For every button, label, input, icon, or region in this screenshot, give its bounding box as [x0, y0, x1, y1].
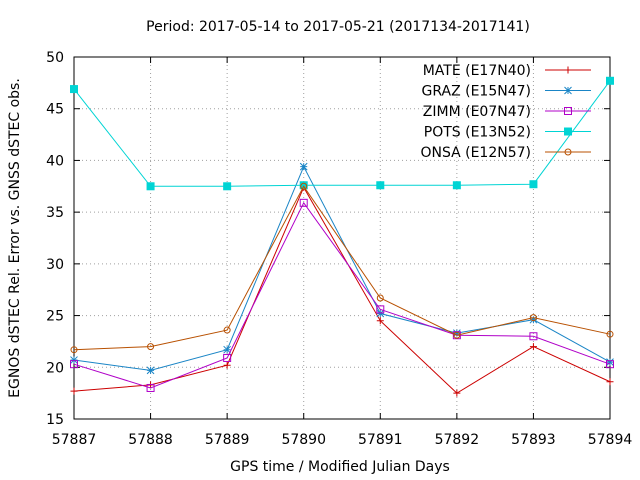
y-tick-label: 30: [46, 257, 64, 273]
data-point: [529, 343, 537, 351]
legend-label: POTS (E13N52): [424, 125, 531, 141]
y-tick-label: 20: [46, 360, 64, 376]
data-point: [529, 315, 538, 324]
x-tick-label: 57894: [588, 432, 633, 448]
data-point: [70, 387, 78, 395]
data-point: [300, 182, 308, 190]
series-mate: [70, 183, 614, 397]
data-point: [223, 182, 232, 191]
data-point: [299, 162, 308, 171]
data-point: [376, 181, 385, 190]
plot-frame: [73, 56, 611, 420]
y-axis-label: EGNOS dSTEC Rel. Error vs. GNSS dSTEC ob…: [7, 78, 23, 398]
x-tick-label: 57893: [511, 432, 556, 448]
series-line: [73, 80, 611, 187]
data-point: [453, 389, 461, 397]
y-tick-label: 25: [46, 309, 64, 325]
data-point: [70, 346, 78, 354]
series-line: [73, 185, 611, 351]
data-point: [146, 366, 155, 375]
legend: MATE (E17N40) GRAZ (E15N47) ZIMM (E07N47) P…: [420, 63, 591, 161]
data-point: [529, 314, 537, 322]
data-point: [606, 76, 614, 85]
series-line: [73, 165, 611, 371]
data-point: [453, 329, 461, 338]
legend-marker: [564, 107, 572, 115]
x-tick-label: 57890: [281, 432, 326, 448]
legend-label: GRAZ (E15N47): [422, 84, 532, 100]
y-tick-label: 15: [46, 412, 64, 428]
data-point: [376, 309, 385, 318]
data-point: [299, 181, 308, 190]
data-point: [376, 317, 384, 325]
data-point: [529, 332, 538, 341]
data-point: [70, 85, 78, 94]
data-point: [223, 326, 231, 334]
legend-label: ZIMM (E07N47): [423, 104, 531, 120]
x-tick-label: 57887: [52, 432, 97, 448]
data-point: [299, 198, 308, 207]
series-onsa: [70, 182, 614, 354]
data-point: [147, 343, 155, 351]
y-tick-label: 35: [46, 205, 64, 221]
y-tick-label: 50: [46, 50, 64, 66]
chart-title: Period: 2017-05-14 to 2017-05-21 (201713…: [146, 19, 530, 35]
legend-marker: [564, 86, 572, 95]
data-point: [606, 330, 614, 338]
x-tick-label: 57892: [435, 432, 480, 448]
data-point: [376, 294, 384, 302]
y-tick-label: 40: [46, 153, 64, 169]
series-zimm: [70, 198, 614, 392]
data-point: [223, 361, 231, 369]
legend-marker: [564, 148, 572, 156]
legend-marker: [564, 127, 572, 136]
legend-label: ONSA (E12N57): [420, 145, 531, 161]
series-line: [73, 201, 611, 389]
data-point: [606, 360, 614, 369]
x-tick-label: 57891: [358, 432, 403, 448]
legend-marker: [564, 66, 572, 74]
data-point: [146, 182, 155, 191]
data-point: [223, 353, 232, 362]
data-point: [146, 383, 155, 392]
legend-label: MATE (E17N40): [423, 63, 531, 79]
series-line: [73, 186, 611, 394]
series-graz: [70, 162, 614, 375]
axis-ticks: 57887 57888 57889 57890 57891 57892 57893 57894…: [46, 50, 632, 448]
data-point: [452, 181, 461, 190]
x-axis-label: GPS time / Modified Julian Days: [230, 459, 450, 475]
data-point: [70, 360, 78, 369]
series-pots: [70, 76, 614, 191]
data-point: [376, 305, 385, 314]
data-point: [70, 356, 78, 364]
x-tick-label: 57889: [205, 432, 250, 448]
data-point: [529, 180, 538, 189]
data-point: [223, 345, 231, 354]
y-tick-label: 45: [46, 102, 64, 118]
series-group: [70, 76, 614, 397]
grid: [74, 57, 610, 419]
data-point: [606, 358, 614, 366]
data-point: [453, 331, 461, 339]
data-point: [606, 378, 614, 386]
x-tick-label: 57888: [128, 432, 173, 448]
